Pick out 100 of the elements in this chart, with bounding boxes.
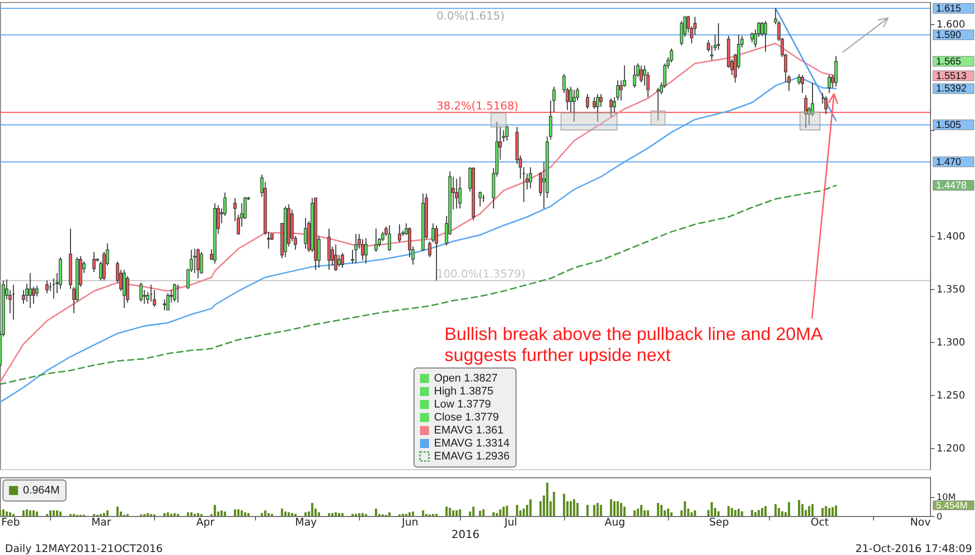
bar — [516, 504, 518, 516]
bar — [260, 513, 263, 516]
annotation: 38.2%(1.5168) — [436, 99, 518, 112]
bar — [29, 510, 32, 516]
candlestick — [599, 94, 603, 108]
legend-label: EMAVG 1.361 — [434, 424, 504, 436]
bar — [496, 513, 498, 516]
candlestick — [25, 283, 28, 302]
candlestick — [193, 248, 196, 274]
bar — [264, 510, 266, 516]
line-series — [0, 184, 837, 385]
y-tick-label: 1.5513 — [936, 70, 968, 82]
candlestick — [28, 272, 32, 308]
bar — [640, 504, 642, 516]
candlestick — [640, 65, 643, 83]
y-tick-label: 1.5392 — [936, 84, 968, 95]
bar — [234, 509, 236, 516]
bar — [374, 508, 378, 516]
bar — [623, 506, 626, 516]
text: 21-Oct-2016 17:48:09 — [855, 543, 972, 555]
bar — [328, 513, 330, 516]
bar — [811, 504, 814, 516]
y-tick-label: 1.350 — [936, 284, 966, 296]
candlestick — [35, 285, 39, 297]
candlestick — [337, 254, 341, 268]
candlestick — [139, 282, 143, 302]
bar — [824, 506, 828, 516]
candlestick — [166, 292, 170, 311]
bar — [781, 511, 784, 516]
candlestick — [398, 224, 402, 243]
candlestick — [334, 244, 338, 272]
bar — [36, 512, 38, 516]
bar — [102, 513, 106, 516]
bar — [593, 504, 596, 516]
candlestick — [388, 224, 392, 252]
candlestick — [596, 94, 600, 122]
y-tick-label: 1.400 — [936, 232, 966, 242]
x-tick-label: Jun — [400, 516, 418, 528]
candlestick — [32, 286, 36, 304]
x-tick-label: May — [295, 516, 317, 528]
bar — [552, 492, 556, 516]
y-tick-label: 1.250 — [936, 390, 966, 402]
candlestick — [196, 248, 200, 279]
bar — [798, 500, 800, 516]
x-axis-title: 2016 — [452, 528, 480, 541]
candlestick — [800, 74, 804, 94]
bar — [331, 513, 334, 516]
bar — [636, 508, 640, 516]
y-tick-label: 10M — [936, 493, 956, 503]
bar — [801, 504, 804, 516]
bar — [458, 509, 462, 516]
bar — [600, 504, 602, 516]
bar — [727, 506, 730, 516]
candlestick — [572, 89, 576, 122]
x-tick-label: Apr — [196, 516, 216, 528]
bar — [267, 513, 270, 516]
x-tick-label: Feb — [1, 516, 20, 528]
x-tick-label: Aug — [604, 516, 626, 528]
bar — [482, 509, 485, 516]
y-tick-label: 1.615 — [936, 3, 962, 14]
annotation: High 1.3875 — [434, 386, 494, 398]
candlestick — [834, 56, 838, 88]
candlestick — [609, 98, 613, 118]
bar — [710, 502, 713, 516]
bar — [764, 506, 767, 516]
candlestick — [327, 228, 331, 270]
candlestick — [592, 96, 596, 110]
annotation: 0.0%(1.615) — [436, 9, 504, 22]
bar — [341, 513, 344, 516]
bar — [522, 508, 525, 516]
bar — [116, 506, 119, 516]
bar — [479, 510, 482, 516]
bar — [173, 513, 176, 516]
bar — [59, 512, 62, 516]
x-tick-label: Jul — [503, 516, 518, 528]
y-tick-label: 1.505 — [936, 120, 962, 131]
candlestick — [616, 80, 620, 101]
x-tick-label: Oct — [810, 516, 829, 528]
bar — [499, 509, 502, 516]
bar — [667, 508, 670, 516]
candlestick — [824, 96, 828, 115]
candlestick — [760, 22, 764, 36]
bar — [6, 512, 8, 516]
bar — [616, 501, 619, 516]
candlestick — [612, 96, 616, 113]
bar — [620, 502, 622, 516]
annotation: Bullish break above the pullback line and 20MA suggests further upside next — [444, 324, 823, 365]
candlestick — [354, 233, 358, 264]
candlestick — [632, 65, 636, 88]
bar — [754, 512, 757, 516]
bar — [288, 512, 290, 516]
y-tick-label: 0 — [936, 512, 942, 522]
bar — [502, 506, 505, 516]
y-tick-label: 1.600 — [936, 20, 966, 31]
candlestick — [710, 44, 714, 61]
x-tick-label: Nov — [910, 516, 931, 528]
y-tick-label: 1.200 — [936, 443, 966, 454]
y-tick-label: 1.300 — [936, 337, 966, 348]
y-tick-label: 1.590 — [936, 30, 962, 41]
bar — [280, 508, 284, 516]
